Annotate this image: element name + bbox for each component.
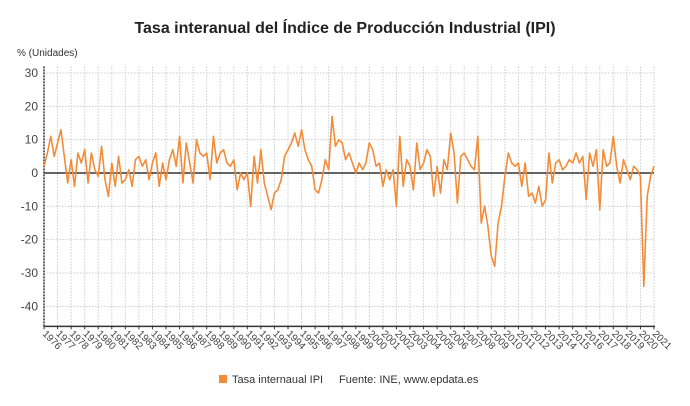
y-tick-label: 0	[31, 166, 38, 180]
y-tick-label: 20	[25, 99, 39, 113]
legend-swatch	[219, 375, 227, 383]
legend-label: Tasa internaual IPI	[232, 374, 323, 386]
y-tick-label: -30	[21, 266, 39, 280]
y-tick-label: -40	[21, 299, 39, 313]
y-tick-label: 30	[25, 66, 39, 80]
y-axis-label: % (Unidades)	[17, 48, 78, 59]
y-tick-label: -20	[21, 233, 39, 247]
x-ticks: 1976197719781979198019811982198319841985…	[40, 326, 674, 352]
y-tick-label: 10	[25, 133, 39, 147]
series-line	[43, 115, 655, 288]
y-tick-label: -10	[21, 199, 39, 213]
grid	[43, 66, 655, 328]
y-ticks: 30 20 10 0 -10 -20 -30 -40	[21, 66, 39, 313]
source-text: Fuente: INE, www.epdata.es	[339, 374, 479, 386]
chart-title: Tasa interanual del Índice de Producción…	[134, 18, 555, 37]
legend: Tasa internaual IPI Fuente: INE, www.epd…	[219, 374, 479, 386]
